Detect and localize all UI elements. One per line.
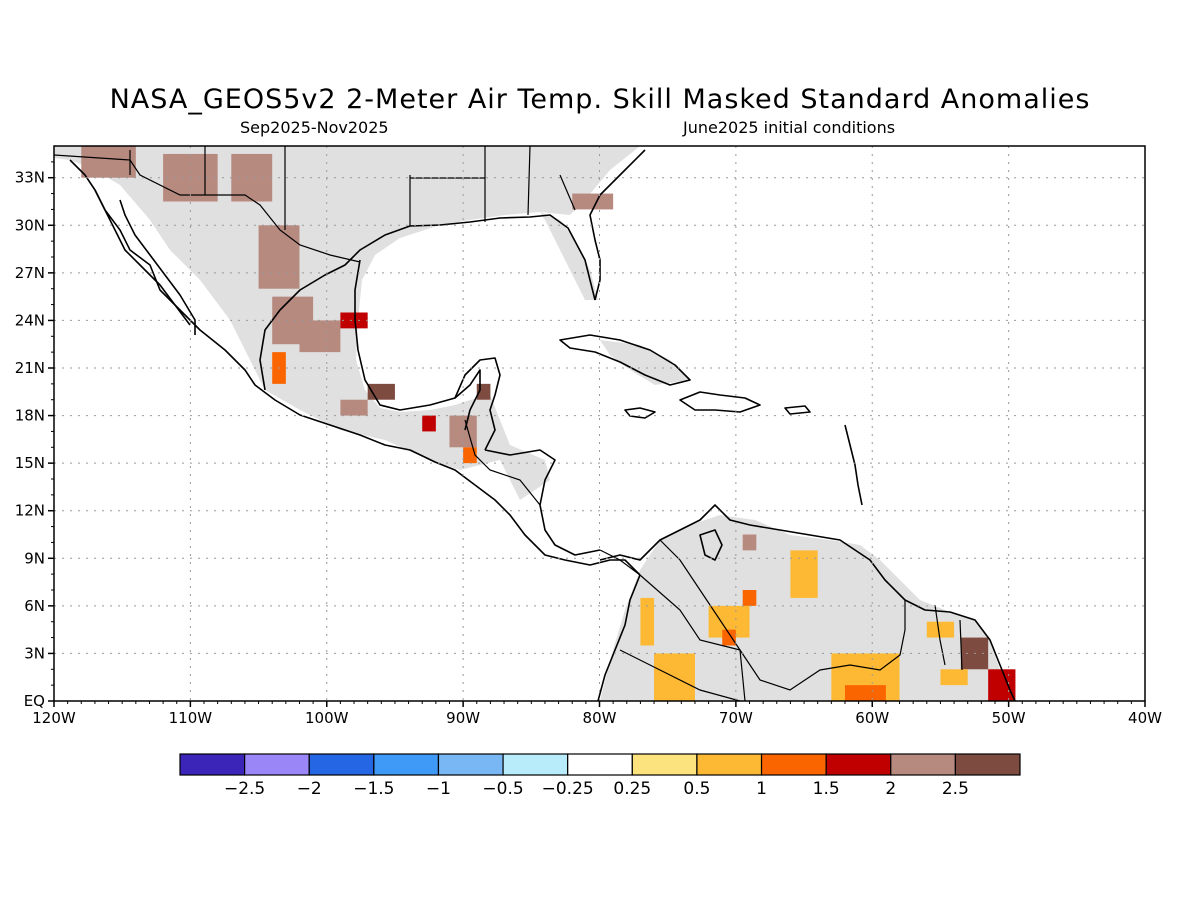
political-borders xyxy=(54,146,963,701)
lon-tick-label: 90W xyxy=(446,709,480,727)
lon-tick-label: 100W xyxy=(305,709,349,727)
anomaly-cell xyxy=(231,153,273,202)
lon-tick-label: 80W xyxy=(583,709,617,727)
lat-tick-label: 21N xyxy=(15,359,45,377)
colorbar-swatch xyxy=(760,753,827,776)
anomaly-cells xyxy=(81,146,1016,701)
anomaly-cell xyxy=(844,685,886,701)
anomaly-cell xyxy=(790,550,818,598)
lat-tick-label: 3N xyxy=(24,644,45,662)
colorbar-label: 1 xyxy=(756,779,767,799)
colorbar-label: −1.5 xyxy=(353,779,394,799)
anomaly-cell xyxy=(572,193,614,210)
anomaly-cell xyxy=(299,320,341,353)
lat-tick-label: 15N xyxy=(15,454,45,472)
anomaly-cell xyxy=(742,590,757,606)
colorbar-label: −2.5 xyxy=(224,779,265,799)
colorbar-swatch xyxy=(631,753,698,776)
gridlines xyxy=(54,146,1145,701)
lon-tick-label: 120W xyxy=(32,709,76,727)
colorbar-label: 2 xyxy=(885,779,896,799)
anomaly-cell xyxy=(940,669,968,686)
anomaly-cell xyxy=(926,621,955,638)
lat-tick-label: EQ xyxy=(24,692,45,710)
colorbar-swatch xyxy=(244,753,310,776)
colorbar-label: 0.25 xyxy=(613,779,651,799)
colorbar-swatch xyxy=(825,753,892,776)
colorbar-label: 0.5 xyxy=(683,779,710,799)
initial-conditions: June2025 initial conditions xyxy=(683,118,896,137)
colorbar-label: −0.5 xyxy=(482,779,523,799)
anomaly-cell xyxy=(422,415,436,432)
lat-tick-label: 6N xyxy=(24,597,45,615)
anomaly-cell xyxy=(742,534,757,551)
lat-tick-label: 18N xyxy=(15,407,45,425)
colorbar-swatch xyxy=(179,753,246,776)
lat-tick-label: 24N xyxy=(15,311,45,329)
anomaly-cell xyxy=(340,312,368,329)
lon-tick-label: 40W xyxy=(1128,709,1162,727)
colorbar-label: −0.25 xyxy=(542,779,594,799)
anomaly-cell xyxy=(988,669,1016,701)
lon-tick-label: 110W xyxy=(169,709,213,727)
valid-period: Sep2025-Nov2025 xyxy=(240,118,389,137)
lat-tick-label: 33N xyxy=(15,169,45,187)
colorbar-swatch xyxy=(373,753,440,776)
axes: 120W 110W 100W 90W 80W 70W 60W 50W 40W EQ 3N 6N 9N 12… xyxy=(15,161,1162,727)
lat-tick-label: 12N xyxy=(15,502,45,520)
coastlines xyxy=(69,149,1016,701)
anomaly-cell xyxy=(340,399,368,416)
colorbar-swatch xyxy=(502,753,569,776)
colorbar-swatch xyxy=(437,753,504,776)
colorbar: −2.5 −2 −1.5 −1 −0.5 −0.25 0.25 0.5 1 1.5 2 2.5 xyxy=(179,753,1021,799)
lon-tick-label: 70W xyxy=(719,709,753,727)
lat-tick-label: 9N xyxy=(24,549,45,567)
colorbar-label: 2.5 xyxy=(942,779,969,799)
colorbar-label: −1 xyxy=(426,779,451,799)
lat-tick-label: 30N xyxy=(15,216,45,234)
colorbar-label: 1.5 xyxy=(813,779,840,799)
anomaly-cell xyxy=(81,146,136,178)
colorbar-swatch xyxy=(890,753,956,776)
lat-tick-label: 27N xyxy=(15,264,45,282)
map-title: NASA_GEOS5v2 2-Meter Air Temp. Skill Mas… xyxy=(109,84,1091,115)
lon-tick-label: 50W xyxy=(992,709,1026,727)
colorbar-swatch xyxy=(308,753,375,776)
colorbar-label: −2 xyxy=(297,779,322,799)
colorbar-swatch xyxy=(954,753,1021,776)
colorbar-swatch xyxy=(696,753,763,776)
anomaly-cell xyxy=(640,597,655,646)
lon-tick-label: 60W xyxy=(855,709,889,727)
colorbar-swatch xyxy=(567,753,633,776)
anomaly-cell xyxy=(722,629,736,646)
anomaly-cell xyxy=(258,225,300,289)
